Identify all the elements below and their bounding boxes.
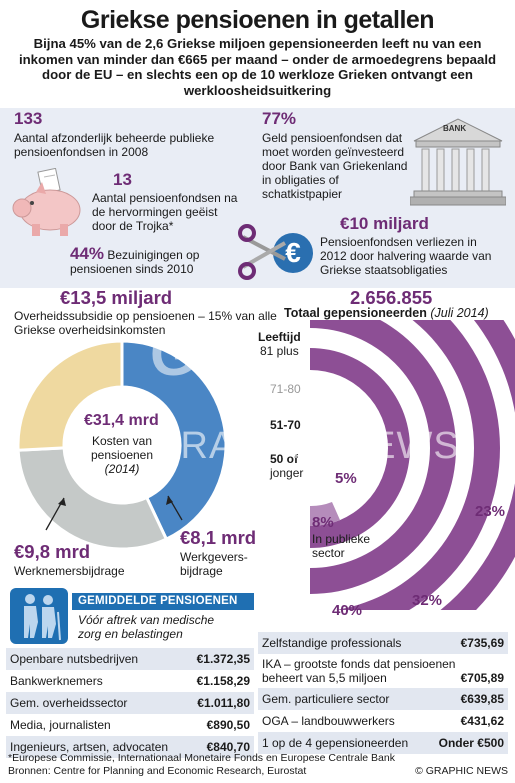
stat-funds-after-reform-number: 13 bbox=[113, 170, 132, 189]
stat-funds-2008-number: 133 bbox=[14, 109, 43, 128]
donut-slice-3 bbox=[16, 339, 124, 452]
footer-note: *Europese Commissie, Internationaal Mone… bbox=[8, 752, 395, 764]
age-band-81-plus bbox=[440, 320, 515, 610]
subsidy-headline: €13,5 miljard bbox=[60, 287, 173, 308]
watermark-text: GRAPHIC NEWS bbox=[150, 425, 460, 467]
stat-losses-number: €10 miljard bbox=[340, 214, 429, 233]
table-row: Openbare nutsbedrijven €1.372,35 bbox=[6, 648, 254, 670]
stat-losses-text: Pensioenfondsen verliezen in 2012 door h… bbox=[320, 235, 492, 277]
stat-funds-2008-text: Aantal afzonderlijk beheerde publieke pe… bbox=[14, 131, 215, 159]
avg-pensions-table-right: Zelfstandige professionals €735,69 IKA – … bbox=[258, 632, 508, 754]
svg-text:€: € bbox=[285, 237, 301, 268]
age-band-50-of-jonger bbox=[310, 348, 410, 548]
donut-slice-2 bbox=[16, 446, 169, 551]
table-row: Gem. particuliere sector €639,85 bbox=[258, 688, 508, 710]
donut-center-value: €31,4 mrd bbox=[84, 412, 159, 429]
scissors-euro-icon: € bbox=[238, 224, 313, 280]
donut-center-label: Kosten van pensioenen (2014) bbox=[90, 434, 154, 476]
donut-pointer-lines bbox=[45, 495, 183, 531]
pct-40: 40% bbox=[332, 602, 363, 619]
age-label-71-80: 71-80 bbox=[270, 382, 301, 396]
employee-contribution-value: €9,8 mrd bbox=[14, 541, 91, 562]
public-sector-label: In publieke sector bbox=[312, 532, 371, 560]
age-label-81: Leeftijd 81 plus bbox=[258, 330, 301, 358]
cost-donut-chart bbox=[16, 339, 228, 551]
avg-pensions-table-left: Openbare nutsbedrijven €1.372,35 Bankwerk… bbox=[6, 648, 254, 758]
footer-credit: © GRAPHIC NEWS bbox=[415, 765, 508, 777]
age-label-50-younger: 50 of jonger bbox=[270, 452, 304, 480]
avg-pensions-subtitle: Vóór aftrek van medische zorg en belasti… bbox=[78, 613, 215, 641]
table-row: Bankwerknemers €1.158,29 bbox=[10, 674, 250, 688]
footer: *Europese Commissie, Internationaal Mone… bbox=[8, 752, 508, 778]
pensioners-total-label: Totaal gepensioneerden (Juli 2014) bbox=[284, 306, 489, 320]
age-band-51-70 bbox=[310, 320, 456, 594]
pensioners-arc-chart bbox=[310, 320, 515, 610]
stat-cuts-number: 44% bbox=[70, 244, 105, 263]
pct-32: 32% bbox=[412, 592, 443, 609]
page-subtitle: Bijna 45% van de 2,6 Griekse miljoen gep… bbox=[18, 36, 497, 98]
table-row: Gem. overheidssector €1.011,80 bbox=[6, 692, 254, 714]
pct-8: 8% bbox=[312, 514, 334, 531]
stat-cuts-text: Bezuinigingen op pensioenen sinds 2010 bbox=[70, 248, 200, 276]
pensioners-total: 2.656.855 bbox=[350, 287, 433, 308]
table-row: IKA – grootste fonds dat pensioenen behee… bbox=[262, 657, 504, 685]
stat-cuts: 44% Bezuinigingen op pensioenen sinds 20… bbox=[70, 244, 260, 276]
subsidy-text: Overheidssubsidie op pensioenen – 15% va… bbox=[14, 309, 277, 337]
watermark-logo: GN bbox=[150, 321, 240, 388]
bank-label: BANK bbox=[443, 124, 467, 133]
elderly-couple-icon bbox=[10, 588, 68, 644]
footer-source: Bronnen: Centre for Planning and Economi… bbox=[8, 765, 307, 777]
bank-building-icon bbox=[410, 118, 506, 206]
table-row: OGA – landbouwwerkers €431,62 bbox=[262, 714, 504, 728]
page-title: Griekse pensioenen in getallen bbox=[80, 6, 435, 34]
table-row: Media, journalisten €890,50 bbox=[10, 718, 250, 732]
piggy-bank-icon bbox=[12, 168, 81, 236]
employer-contribution-label: Werkgevers- bijdrage bbox=[180, 550, 248, 578]
avg-pensions-title: GEMIDDELDE PENSIOENEN bbox=[72, 593, 254, 610]
stat-bank-text: Geld pensioenfondsen dat moet worden geï… bbox=[262, 131, 408, 201]
age-label-51-70: 51-70 bbox=[270, 418, 301, 432]
table-row: Zelfstandige professionals €735,69 bbox=[258, 632, 508, 654]
age-band-71-80 bbox=[335, 320, 500, 610]
stat-bank-number: 77% bbox=[262, 109, 297, 128]
pct-5: 5% bbox=[335, 470, 357, 487]
table-row: Ingenieurs, artsen, advocaten €840,70 bbox=[6, 736, 254, 758]
employee-contribution-label: Werknemersbijdrage bbox=[14, 564, 125, 578]
stat-funds-after-reform-text: Aantal pensioenfondsen na de hervorminge… bbox=[92, 191, 238, 233]
employer-contribution-value: €8,1 mrd bbox=[180, 527, 257, 548]
table-row: 1 op de 4 gepensioneerden Onder €500 bbox=[258, 732, 508, 754]
public-sector-band bbox=[310, 502, 340, 526]
donut-slice-1 bbox=[120, 339, 228, 542]
pct-23: 23% bbox=[475, 503, 506, 520]
